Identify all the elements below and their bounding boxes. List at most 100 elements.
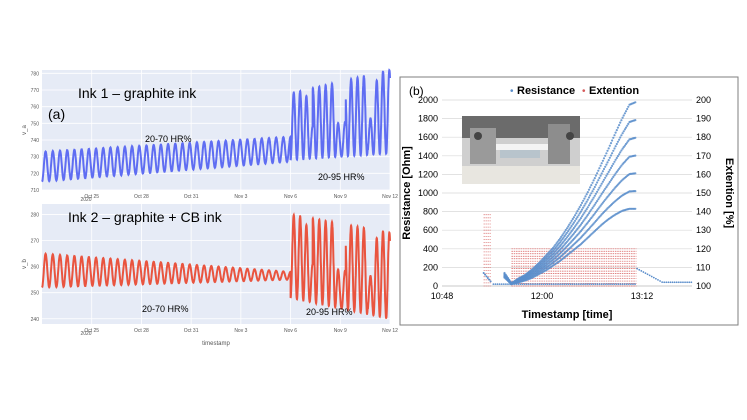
resistance-point — [573, 283, 576, 286]
y-tick-label: 770 — [31, 88, 40, 94]
resistance-point — [584, 202, 587, 205]
y-tick-labels: 710 720 730 740 750 760 770 780 — [31, 71, 40, 194]
resistance-point — [593, 177, 596, 180]
resistance-point — [620, 149, 623, 152]
resistance-point — [608, 168, 611, 171]
left-y-tick-label: 200 — [423, 262, 438, 272]
resistance-point — [606, 184, 609, 187]
resistance-point — [593, 203, 596, 206]
resistance-point — [579, 204, 583, 207]
resistance-point — [498, 283, 501, 286]
resistance-point — [572, 216, 576, 219]
resistance-point — [561, 283, 564, 286]
resistance-point — [618, 138, 621, 141]
resistance-point — [607, 283, 609, 286]
resistance-point — [594, 174, 598, 177]
resistance-point — [557, 283, 559, 286]
resistance-point — [654, 277, 657, 280]
resistance-point — [615, 156, 618, 160]
resistance-point — [544, 283, 547, 286]
resistance-point — [563, 234, 566, 238]
resistance-point — [634, 207, 637, 210]
resistance-point — [602, 167, 606, 171]
photo-fixture — [500, 150, 540, 158]
resistance-point — [621, 283, 624, 286]
resistance-point — [562, 232, 565, 235]
resistance-point — [629, 283, 632, 286]
resistance-point — [590, 200, 593, 203]
resistance-point — [572, 226, 576, 230]
resistance-point — [613, 147, 616, 150]
resistance-point — [625, 283, 628, 286]
resistance-point — [636, 267, 639, 270]
resistance-point — [604, 176, 607, 179]
resistance-point — [686, 281, 689, 284]
left-y-tick-label: 2000 — [418, 95, 438, 105]
resistance-point — [623, 283, 626, 286]
resistance-point — [665, 281, 668, 284]
resistance-point — [620, 164, 623, 167]
resistance-point — [596, 190, 599, 193]
ink1-x-year: 2020 — [80, 197, 91, 203]
resistance-point — [657, 278, 659, 281]
resistance-point — [607, 170, 610, 173]
left-y-tick-label: 1000 — [418, 188, 438, 198]
resistance-point — [570, 230, 573, 233]
resistance-point — [605, 174, 608, 177]
resistance-point — [619, 283, 622, 286]
legend: • Resistance • Extention — [510, 85, 639, 97]
resistance-point — [527, 283, 530, 286]
resistance-point — [615, 283, 618, 286]
resistance-point — [574, 225, 577, 228]
left-y-tick-label: 1400 — [418, 151, 438, 161]
resistance-point — [594, 192, 598, 195]
resistance-point — [589, 186, 592, 189]
resistance-point — [599, 164, 602, 167]
resistance-point — [578, 225, 581, 228]
resistance-point — [589, 194, 592, 197]
resistance-point — [582, 199, 585, 202]
left-y-tick-label: 400 — [423, 244, 438, 254]
resistance-point — [586, 283, 589, 286]
resistance-point — [568, 223, 571, 226]
resistance-point — [521, 283, 524, 286]
resistance-point — [627, 105, 630, 108]
resistance-point — [502, 283, 505, 286]
y-tick-label: 720 — [31, 171, 40, 177]
resistance-point — [616, 169, 620, 172]
resistance-point — [602, 157, 606, 160]
resistance-point — [567, 283, 570, 286]
resistance-point — [534, 283, 536, 286]
resistance-point — [614, 158, 617, 161]
resistance-point — [554, 243, 557, 246]
ink2-series-line — [41, 212, 391, 319]
resistance-point — [552, 246, 555, 249]
resistance-point — [623, 112, 627, 115]
x-tick-label: 13:12 — [631, 291, 654, 301]
x-tick-label: Nov 3 — [234, 194, 247, 200]
resistance-point — [567, 225, 570, 228]
resistance-point — [611, 139, 614, 142]
resistance-point — [587, 188, 591, 191]
resistance-point — [634, 154, 637, 157]
right-y-tick-label: 140 — [696, 207, 711, 217]
resistance-point — [585, 200, 588, 203]
resistance-point — [591, 198, 594, 201]
resistance-point — [582, 283, 584, 286]
resistance-point — [644, 272, 647, 275]
resistance-point — [616, 140, 620, 143]
resistance-point — [624, 142, 628, 146]
resistance-point — [529, 283, 532, 286]
ink1-annotation-high: 20-95 HR% — [318, 172, 365, 182]
resistance-point — [559, 241, 562, 244]
resistance-point — [611, 164, 614, 167]
resistance-point — [634, 136, 637, 139]
resistance-point — [598, 167, 601, 170]
resistance-point — [567, 230, 570, 233]
left-y-tick-label: 0 — [433, 281, 438, 291]
resistance-point — [559, 283, 561, 286]
resistance-point — [623, 144, 627, 147]
resistance-point — [500, 283, 503, 286]
resistance-point — [552, 283, 555, 286]
